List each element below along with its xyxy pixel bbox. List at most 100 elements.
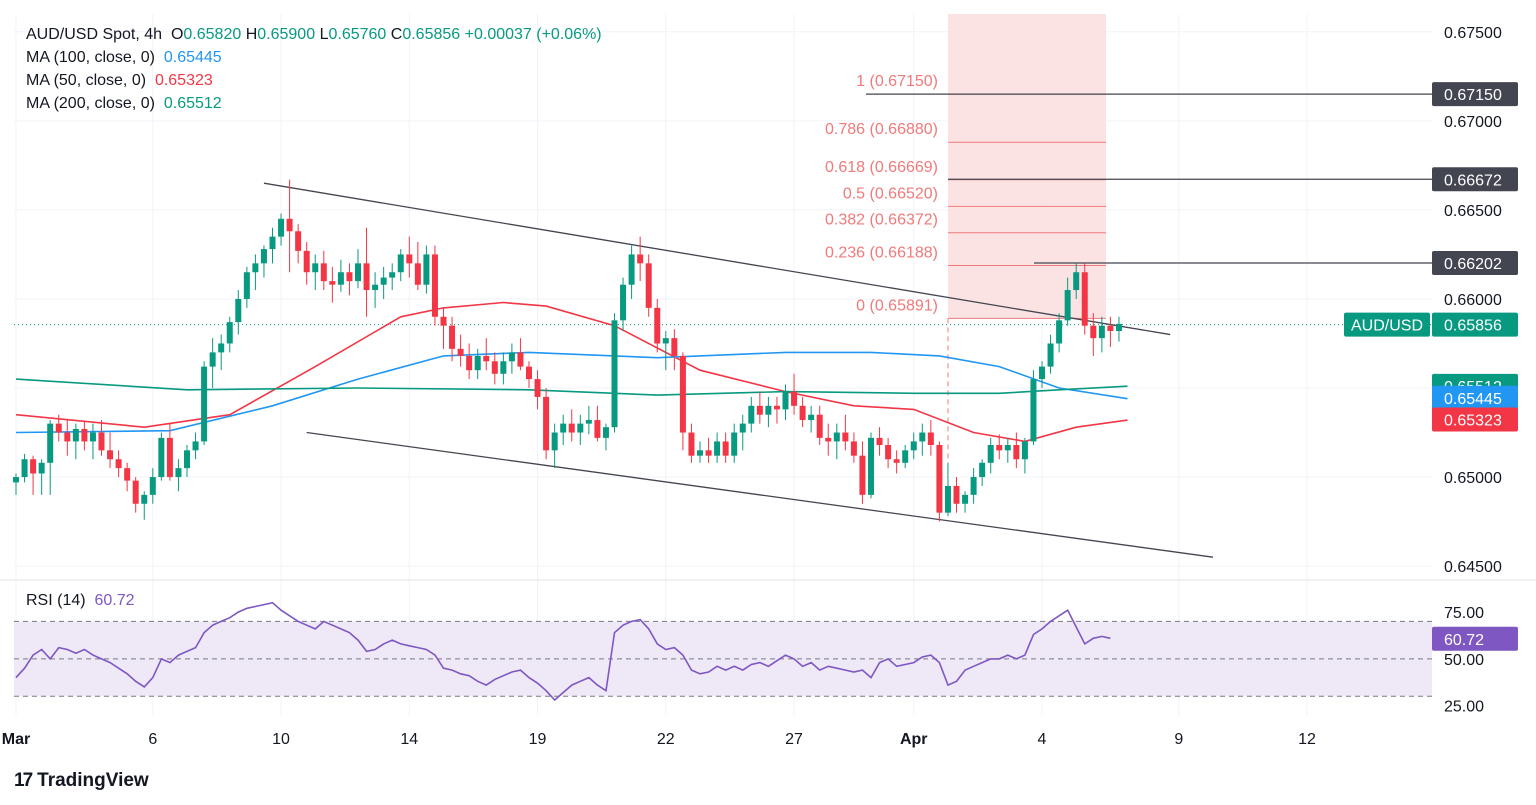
candle bbox=[1073, 263, 1080, 299]
candle-body bbox=[833, 432, 840, 442]
price-tag[interactable]: 0.66672 bbox=[1432, 167, 1518, 192]
candle bbox=[355, 249, 361, 289]
candle-body bbox=[782, 391, 789, 410]
ma200-value: 0.65512 bbox=[163, 95, 222, 112]
candle-body bbox=[457, 348, 464, 356]
symbol-tag-label: AUD/USD bbox=[1351, 318, 1423, 335]
candle bbox=[602, 423, 609, 451]
candle-body bbox=[500, 361, 507, 374]
candle bbox=[124, 462, 131, 492]
rsi-tag-box bbox=[1432, 626, 1518, 651]
close-value: 0.65856 bbox=[402, 26, 461, 43]
candle-body bbox=[534, 379, 541, 397]
candle-body bbox=[577, 423, 584, 433]
candle bbox=[517, 338, 524, 371]
candle bbox=[850, 432, 857, 463]
price-tag[interactable]: 0.65856 bbox=[1432, 312, 1518, 337]
candle bbox=[645, 254, 652, 317]
moving-average-line[interactable] bbox=[15, 351, 1128, 434]
candle bbox=[885, 437, 892, 469]
candle-body bbox=[320, 263, 327, 282]
moving-average-line[interactable] bbox=[15, 378, 1128, 396]
candle-body bbox=[303, 250, 310, 273]
price-tags: 0.671500.666720.662020.658560.655120.654… bbox=[1344, 82, 1518, 651]
rsi-legend[interactable]: RSI (14) 60.72 bbox=[26, 592, 135, 610]
price-tag[interactable]: 0.65323 bbox=[1432, 407, 1518, 432]
candle-body bbox=[312, 263, 319, 273]
rsi-value-tag[interactable]: 60.72 bbox=[1432, 626, 1518, 651]
candle bbox=[209, 338, 216, 388]
candle bbox=[141, 491, 148, 520]
candle-body bbox=[1115, 323, 1122, 332]
candle-body bbox=[406, 254, 413, 264]
candle bbox=[431, 245, 438, 326]
candle-body bbox=[269, 236, 276, 250]
ma100-value: 0.65445 bbox=[163, 49, 222, 66]
candle-body bbox=[30, 459, 37, 474]
candle bbox=[731, 423, 738, 463]
candle-body bbox=[440, 316, 447, 326]
ma200-legend[interactable]: MA (200, close, 0) 0.65512 bbox=[26, 95, 222, 113]
candle-body bbox=[64, 432, 71, 442]
candle-body bbox=[927, 432, 934, 445]
price-tag-value: 0.65445 bbox=[1444, 391, 1502, 408]
candle bbox=[89, 423, 96, 460]
candle-body bbox=[868, 437, 874, 495]
candle bbox=[919, 423, 926, 456]
fib-level-label: 0 (0.65891) bbox=[856, 297, 938, 314]
candle-body bbox=[295, 231, 302, 251]
candle bbox=[637, 236, 644, 282]
high-value: 0.65900 bbox=[257, 26, 316, 43]
candle bbox=[406, 236, 413, 278]
candle bbox=[175, 459, 182, 492]
symbol-title: AUD/USD Spot, 4h bbox=[26, 26, 163, 43]
price-tag[interactable]: 0.66202 bbox=[1432, 250, 1518, 275]
candle-body bbox=[158, 437, 165, 478]
price-tag-box bbox=[1432, 250, 1518, 275]
rsi-line[interactable] bbox=[15, 601, 1111, 702]
open-label: O bbox=[170, 26, 184, 43]
candle bbox=[876, 427, 883, 456]
tradingview-logo[interactable]: 17 TradingView bbox=[14, 770, 149, 792]
fib-level-label: 0.382 (0.66372) bbox=[825, 212, 938, 229]
candle bbox=[585, 405, 592, 435]
candle bbox=[927, 420, 934, 456]
ma50-legend[interactable]: MA (50, close, 0) 0.65323 bbox=[26, 72, 213, 90]
candle-body bbox=[141, 494, 148, 504]
candle bbox=[201, 361, 208, 445]
price-axis-label: 0.66000 bbox=[1444, 292, 1502, 309]
trend-channel-lower-line[interactable] bbox=[306, 431, 1214, 558]
candle-body bbox=[970, 477, 977, 495]
candle-body bbox=[799, 405, 806, 421]
candle-body bbox=[346, 272, 353, 282]
price-tag[interactable]: 0.65445 bbox=[1432, 385, 1518, 410]
symbol-price-tag[interactable]: AUD/USD bbox=[1344, 312, 1430, 337]
candle bbox=[825, 423, 832, 456]
candle-body bbox=[1090, 325, 1097, 339]
price-axis-label: 0.67000 bbox=[1444, 114, 1502, 131]
candle-body bbox=[218, 343, 225, 353]
candle bbox=[739, 414, 746, 451]
candle-body bbox=[192, 441, 199, 451]
candle-body bbox=[363, 263, 370, 291]
candle bbox=[671, 329, 678, 371]
candle bbox=[1013, 432, 1020, 469]
candle-body bbox=[722, 441, 729, 456]
trend-channel-upper-line[interactable] bbox=[263, 182, 1171, 336]
candle bbox=[132, 477, 139, 513]
candle-body bbox=[628, 254, 635, 285]
candle bbox=[910, 432, 917, 460]
price-tag-box bbox=[1432, 312, 1518, 337]
rsi-tag-value: 60.72 bbox=[1444, 632, 1484, 649]
open-value: 0.65820 bbox=[183, 26, 242, 43]
candle bbox=[756, 391, 763, 424]
candle bbox=[1098, 316, 1105, 353]
candle bbox=[252, 254, 259, 291]
price-tag-box bbox=[1432, 82, 1518, 107]
ma100-legend[interactable]: MA (100, close, 0) 0.65445 bbox=[26, 49, 222, 67]
candle-body bbox=[842, 432, 849, 442]
price-tag[interactable]: 0.67150 bbox=[1432, 82, 1518, 107]
candle-body bbox=[423, 254, 430, 285]
candle-body bbox=[620, 284, 627, 321]
